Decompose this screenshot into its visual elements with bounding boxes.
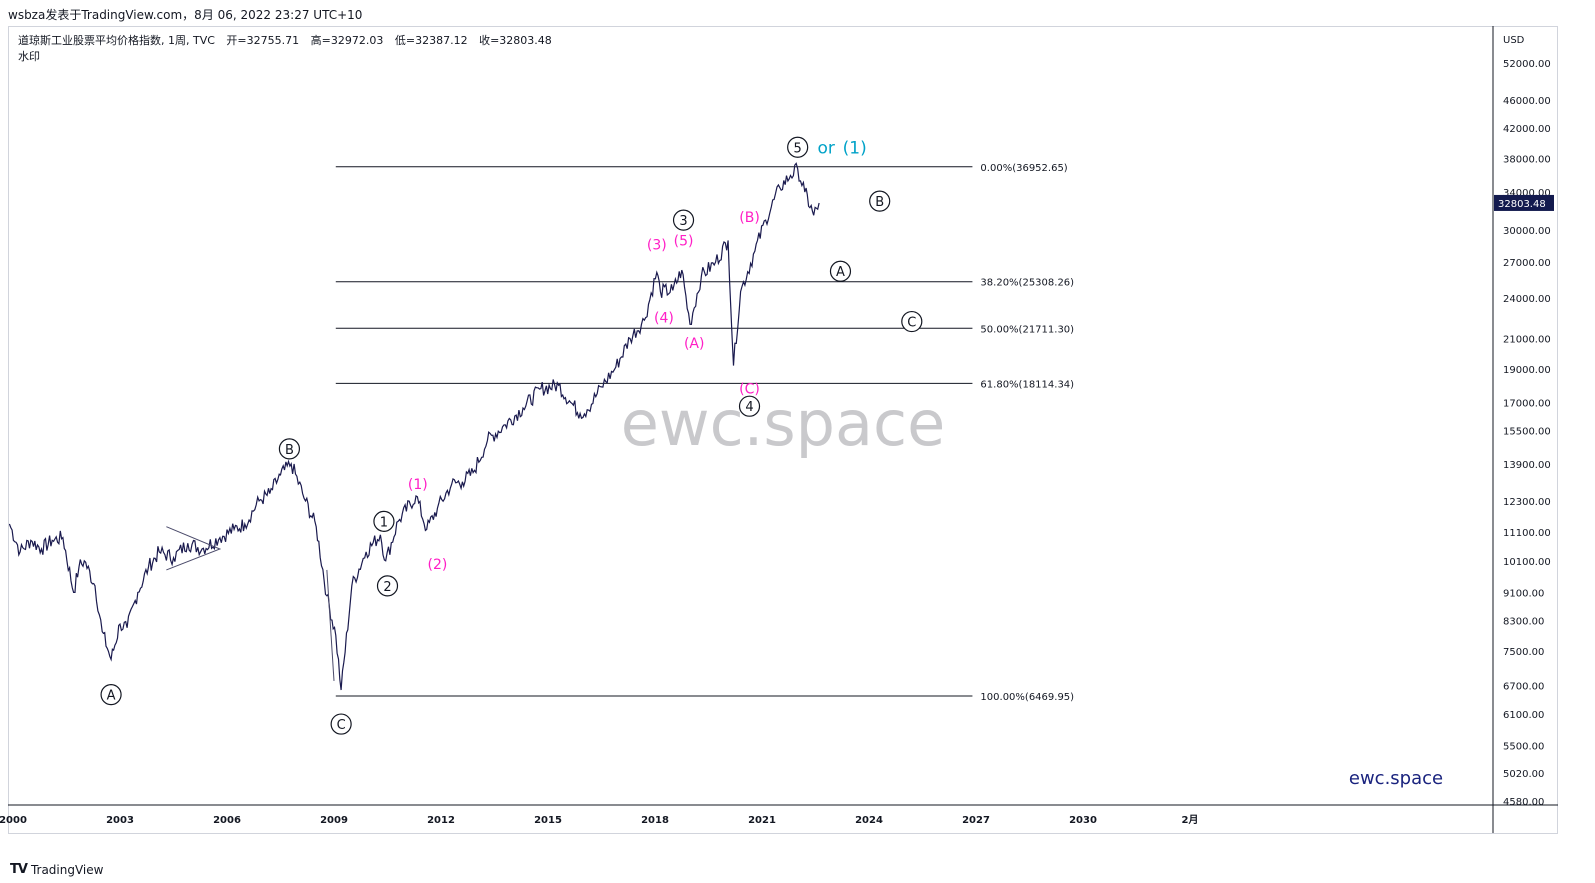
x-tick-label-5: 2015: [534, 815, 562, 826]
wave-label-5: (1): [408, 477, 428, 493]
wave-circle-11: [672, 209, 695, 231]
wave-circle-0: [100, 684, 122, 706]
wave-label-12: (B): [739, 210, 760, 226]
wave-circle-15: [787, 136, 809, 158]
y-tick-label-8: 21000.00: [1503, 334, 1551, 345]
center-watermark: ewc.space: [621, 387, 946, 460]
fib-level-label-3: 61.80%(18114.34): [980, 379, 1074, 390]
y-tick-label-23: 4580.00: [1503, 797, 1544, 808]
y-tick-label-20: 6100.00: [1503, 710, 1544, 721]
wave-label-7: (3): [647, 238, 667, 254]
fib-level-label-1: 38.20%(25308.26): [980, 278, 1074, 289]
wave-label-2: C: [337, 718, 346, 733]
wave-circle-14: [738, 395, 761, 417]
wave-label-9: (4): [654, 310, 674, 326]
legend-low-label: 低=: [394, 34, 416, 47]
footer: TV TradingView: [10, 862, 103, 877]
y-tick-label-0: 52000.00: [1503, 59, 1551, 70]
x-tick-label-4: 2012: [427, 815, 455, 826]
y-tick-label-10: 17000.00: [1503, 399, 1551, 410]
x-tick-label-9: 2027: [962, 815, 990, 826]
wave-label-13: (C): [739, 382, 760, 398]
publisher-line: wsbza发表于TradingView.com，8月 06, 2022 23:2…: [8, 8, 363, 22]
legend-open-value: 32755.71: [246, 34, 300, 47]
x-tick-label-0: 2000: [0, 815, 27, 826]
wave-label-4: 2: [383, 580, 391, 595]
y-tick-label-19: 6700.00: [1503, 681, 1544, 692]
wave-circle-2: [330, 713, 352, 735]
wave-circle-4: [376, 575, 399, 597]
wave-circle-1: [278, 438, 301, 460]
wave-label-15: 5: [794, 141, 802, 156]
fib-level-label-2: 50.00%(21711.30): [980, 324, 1074, 335]
x-tick-label-2: 2006: [213, 815, 241, 826]
wave-circle-19: [869, 190, 891, 212]
last-price-tag: [1494, 194, 1554, 211]
wave-label-14: 4: [745, 400, 753, 415]
wave-label-19: B: [875, 195, 884, 210]
price-series-line[interactable]: [9, 162, 820, 691]
y-tick-label-22: 5020.00: [1503, 769, 1544, 780]
wave-label-10: (A): [684, 336, 705, 352]
y-tick-label-5: 30000.00: [1503, 226, 1551, 237]
footer-brand-name[interactable]: TradingView: [30, 862, 104, 877]
legend-watermark-label: 水印: [18, 50, 40, 63]
fib-level-label-4: 100.00%(6469.95): [980, 692, 1074, 703]
wave-circle-20: [901, 310, 923, 333]
y-tick-label-16: 9100.00: [1503, 588, 1544, 599]
legend-low-value: 32387.12: [415, 34, 468, 47]
currency-label: USD: [1503, 35, 1525, 46]
y-tick-label-21: 5500.00: [1503, 741, 1544, 752]
legend-high-value: 32972.03: [330, 34, 384, 47]
y-tick-label-13: 12300.00: [1503, 497, 1551, 508]
y-tick-label-17: 8300.00: [1503, 616, 1544, 627]
last-price-label: 32803.48: [1498, 199, 1546, 210]
legend-high-label: 高=: [310, 34, 331, 47]
y-tick-label-2: 42000.00: [1503, 124, 1551, 135]
wave-label-8: (5): [674, 233, 694, 249]
x-tick-label-6: 2018: [641, 815, 669, 826]
wave-label-20: C: [907, 316, 916, 331]
x-tick-label-11: 2月: [1182, 814, 1199, 826]
legend-symbol: 道琼斯工业股票平均价格指数, 1周, TVC: [18, 34, 215, 47]
bottom-brand-text: ewc.space: [1349, 768, 1443, 789]
wave-label-18: A: [836, 265, 845, 280]
y-tick-label-3: 38000.00: [1503, 154, 1551, 165]
x-tick-label-1: 2003: [106, 815, 134, 826]
legend-open-label: 开=: [226, 34, 247, 47]
y-tick-label-7: 24000.00: [1503, 294, 1551, 305]
y-tick-label-11: 15500.00: [1503, 427, 1551, 438]
y-tick-label-6: 27000.00: [1503, 258, 1551, 269]
legend-ohlc-row: 道琼斯工业股票平均价格指数, 1周, TVC 开=32755.71 高=3297…: [18, 33, 552, 49]
x-tick-label-3: 2009: [320, 815, 348, 826]
wave-label-11: 3: [679, 214, 687, 229]
x-tick-label-8: 2024: [855, 815, 883, 826]
x-tick-label-10: 2030: [1069, 815, 1097, 826]
y-tick-label-15: 10100.00: [1503, 557, 1551, 568]
wave-label-16: or: [818, 138, 835, 158]
chart-legend: 道琼斯工业股票平均价格指数, 1周, TVC 开=32755.71 高=3297…: [18, 33, 552, 65]
legend-close-value: 32803.48: [499, 34, 552, 47]
y-tick-label-14: 11100.00: [1503, 528, 1551, 539]
wave-label-0: A: [107, 689, 116, 704]
wave-label-6: (2): [428, 557, 448, 573]
wave-circle-3: [373, 510, 395, 532]
chart-frame: [8, 26, 1558, 834]
y-tick-label-9: 19000.00: [1503, 365, 1551, 376]
y-tick-label-12: 13900.00: [1503, 460, 1551, 471]
crash-trend-line: [326, 569, 335, 681]
y-tick-label-18: 7500.00: [1503, 647, 1544, 658]
fib-level-label-0: 0.00%(36952.65): [980, 163, 1067, 174]
wave-label-1: B: [285, 443, 294, 458]
tradingview-logo-icon[interactable]: TV: [10, 862, 28, 877]
y-tick-label-1: 46000.00: [1503, 96, 1551, 107]
wave-label-17: (1): [843, 138, 867, 158]
y-tick-label-4: 34000.00: [1503, 188, 1551, 199]
x-tick-label-7: 2021: [748, 815, 776, 826]
wave-label-3: 1: [380, 515, 388, 530]
legend-close-label: 收=: [479, 34, 500, 47]
triangle-pattern: [166, 526, 222, 571]
wave-circle-18: [829, 260, 852, 282]
